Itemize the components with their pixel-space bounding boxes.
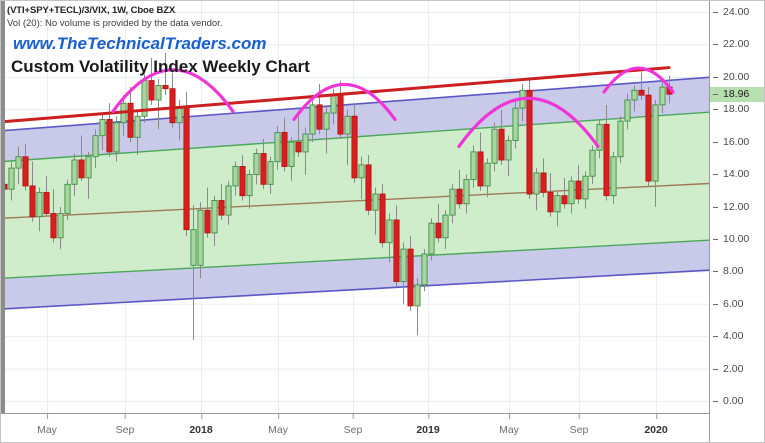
tick-mark <box>713 141 718 143</box>
price-tick-label: 22.00 <box>723 38 750 51</box>
time-tick-label: Sep <box>569 424 589 436</box>
price-tick-12-00: 12.00 <box>710 200 764 215</box>
tick-mark <box>125 414 126 419</box>
tick-mark <box>713 401 718 402</box>
price-tick-label: 12.00 <box>723 200 750 213</box>
time-tick-label: May <box>499 424 519 436</box>
price-tick-label: 10.00 <box>723 232 750 245</box>
time-tick-label: 2019 <box>416 424 440 436</box>
time-tick-label: May <box>268 424 288 436</box>
tick-mark <box>713 368 718 370</box>
tick-mark <box>655 414 657 419</box>
time-tick-2020-8: 2020 <box>644 414 668 436</box>
price-tick-label: 14.00 <box>723 168 750 181</box>
candlestick-series[interactable] <box>1 53 673 340</box>
price-tick-20-00: 20.00 <box>710 70 764 85</box>
price-tick-label: 0.00 <box>723 395 744 407</box>
time-axis[interactable]: May Sep 2018 May Sep 2019 May Sep 2020 <box>1 413 764 442</box>
resistance-trendline[interactable] <box>1 66 671 124</box>
tick-mark <box>713 109 718 111</box>
price-tick-label: 24.00 <box>723 6 750 18</box>
price-tick-24-00: 24.00 <box>710 5 764 20</box>
price-tick-label: 20.00 <box>723 70 750 83</box>
tick-mark <box>509 414 510 419</box>
price-tick-18-00: 18.00 <box>710 102 764 117</box>
price-tick-label: 6.00 <box>723 297 744 310</box>
plot-area[interactable] <box>1 1 709 413</box>
price-tick-4-00: 4.00 <box>710 329 764 344</box>
axis-corner <box>709 413 764 442</box>
price-tick-8-00: 8.00 <box>710 264 764 279</box>
price-tick-2-00: 2.00 <box>710 362 764 377</box>
tick-mark <box>713 76 718 78</box>
time-tick-label: 2020 <box>644 424 668 436</box>
price-tick-label: 18.00 <box>723 103 750 116</box>
tick-mark <box>713 206 718 208</box>
tick-mark <box>713 93 718 95</box>
tick-mark <box>713 12 718 13</box>
tick-mark <box>713 174 718 176</box>
magenta-arc-annotations[interactable] <box>111 66 675 148</box>
tick-mark <box>713 303 718 305</box>
price-tick-6-00: 6.00 <box>710 297 764 312</box>
price-tick-label: 2.00 <box>723 362 744 375</box>
price-tick-0-00: 0.00 <box>710 394 764 409</box>
time-tick-sep-4: Sep <box>343 414 363 436</box>
tick-mark <box>713 336 718 338</box>
time-tick-sep-1: Sep <box>115 414 135 436</box>
time-tick-sep-7: Sep <box>569 414 589 436</box>
price-tick-label: 8.00 <box>723 265 744 278</box>
tick-mark <box>713 44 718 46</box>
time-tick-may-6: May <box>499 414 519 436</box>
tick-mark <box>278 414 279 419</box>
price-tick-14-00: 14.00 <box>710 167 764 182</box>
tick-mark <box>353 414 354 419</box>
left-edge-gutter <box>1 1 5 413</box>
price-tick-16-00: 16.00 <box>710 135 764 150</box>
chart-canvas <box>1 1 709 413</box>
time-tick-label: May <box>37 424 57 436</box>
tick-mark <box>427 414 429 419</box>
price-axis[interactable]: 0.00 2.00 4.00 6.00 8.00 10.00 12.00 14.00 16.00… <box>709 1 764 413</box>
tick-mark <box>47 414 48 419</box>
tick-mark <box>579 414 580 419</box>
time-tick-2018-2: 2018 <box>189 414 213 436</box>
current-price-value: 18.96 <box>723 87 750 100</box>
price-tick-label: 16.00 <box>723 135 750 148</box>
tick-mark <box>200 414 202 419</box>
price-tick-22-00: 22.00 <box>710 37 764 52</box>
time-tick-may-0: May <box>37 414 57 436</box>
time-tick-label: Sep <box>115 424 135 436</box>
time-tick-label: Sep <box>343 424 363 436</box>
time-tick-may-3: May <box>268 414 288 436</box>
price-tick-10-00: 10.00 <box>710 232 764 247</box>
current-price-label[interactable]: 18.96 <box>710 86 764 102</box>
time-tick-label: 2018 <box>189 424 213 436</box>
price-tick-label: 4.00 <box>723 330 744 343</box>
tick-mark <box>713 238 718 240</box>
tick-mark <box>713 271 718 273</box>
time-tick-2019-5: 2019 <box>416 414 440 436</box>
